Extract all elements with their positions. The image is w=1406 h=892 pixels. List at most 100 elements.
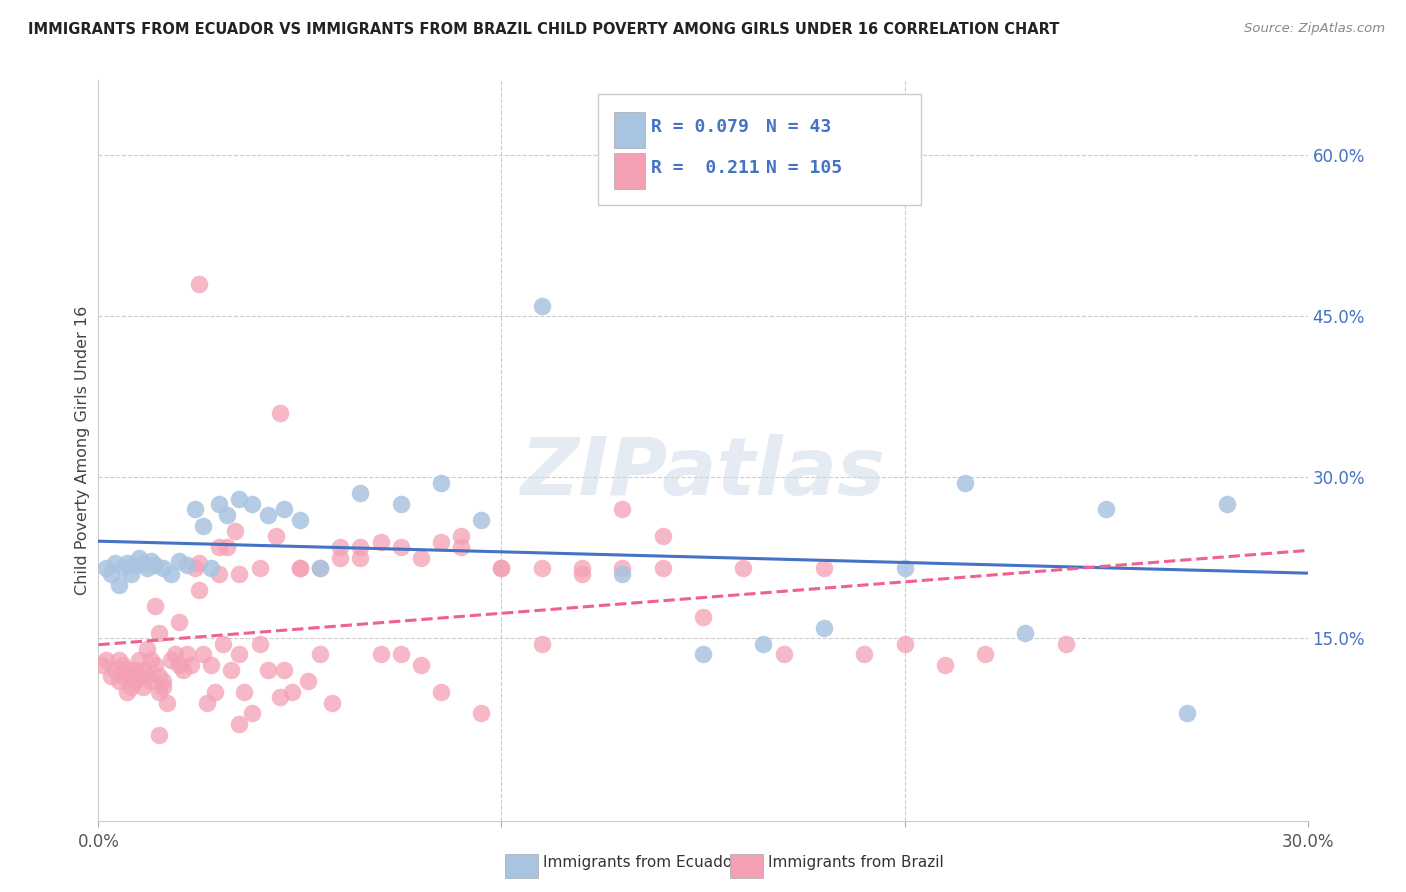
Point — [139, 554, 162, 568]
Point — [143, 599, 166, 613]
Point — [228, 648, 250, 662]
Point — [269, 406, 291, 420]
Point — [132, 664, 155, 678]
Point — [148, 625, 170, 640]
Point — [135, 669, 157, 683]
Point — [491, 561, 513, 575]
Point — [221, 664, 243, 678]
Point — [692, 609, 714, 624]
Text: IMMIGRANTS FROM ECUADOR VS IMMIGRANTS FROM BRAZIL CHILD POVERTY AMONG GIRLS UNDE: IMMIGRANTS FROM ECUADOR VS IMMIGRANTS FR… — [28, 22, 1060, 37]
Point — [288, 561, 311, 575]
Point — [124, 664, 146, 678]
Point — [91, 658, 114, 673]
Point — [389, 540, 412, 554]
Point — [264, 529, 287, 543]
Point — [156, 696, 179, 710]
Point — [217, 540, 239, 554]
Point — [256, 508, 278, 522]
Point — [135, 642, 157, 657]
Point — [228, 491, 250, 506]
Point — [111, 561, 134, 575]
Point — [288, 561, 311, 575]
Point — [349, 486, 371, 500]
Text: N = 43: N = 43 — [766, 118, 831, 136]
Text: Source: ZipAtlas.com: Source: ZipAtlas.com — [1244, 22, 1385, 36]
Point — [491, 561, 513, 575]
Point — [96, 653, 118, 667]
Text: N = 105: N = 105 — [766, 159, 842, 177]
Point — [115, 664, 138, 678]
Point — [143, 658, 166, 673]
Text: Immigrants from Brazil: Immigrants from Brazil — [768, 855, 943, 870]
Point — [152, 680, 174, 694]
Point — [167, 615, 190, 629]
Text: ZIPatlas: ZIPatlas — [520, 434, 886, 512]
Point — [893, 637, 915, 651]
Point — [96, 561, 118, 575]
Point — [200, 658, 222, 673]
Point — [160, 653, 183, 667]
Point — [370, 648, 392, 662]
Point — [752, 637, 775, 651]
Point — [184, 561, 207, 575]
Point — [430, 685, 453, 699]
Point — [273, 502, 295, 516]
Point — [273, 664, 295, 678]
Point — [111, 658, 134, 673]
Point — [612, 561, 634, 575]
Point — [571, 566, 593, 581]
Point — [409, 658, 432, 673]
Point — [184, 502, 207, 516]
Point — [167, 554, 190, 568]
Point — [111, 669, 134, 683]
Point — [240, 497, 263, 511]
Point — [269, 690, 291, 705]
Point — [143, 558, 166, 573]
Point — [329, 540, 352, 554]
Point — [692, 648, 714, 662]
Point — [853, 648, 876, 662]
Point — [733, 561, 755, 575]
Point — [107, 577, 129, 591]
Point — [530, 299, 553, 313]
Text: Immigrants from Ecuador: Immigrants from Ecuador — [543, 855, 738, 870]
Point — [107, 653, 129, 667]
Point — [893, 561, 915, 575]
Point — [450, 540, 472, 554]
Point — [349, 540, 371, 554]
Point — [1095, 502, 1118, 516]
Point — [430, 475, 453, 490]
Point — [288, 513, 311, 527]
Point — [152, 561, 174, 575]
Point — [107, 674, 129, 689]
Point — [1054, 637, 1077, 651]
Point — [321, 696, 343, 710]
Point — [152, 674, 174, 689]
Point — [100, 669, 122, 683]
Point — [571, 561, 593, 575]
Point — [160, 566, 183, 581]
Point — [128, 669, 150, 683]
Point — [1014, 625, 1036, 640]
Point — [208, 540, 231, 554]
Point — [256, 664, 278, 678]
Point — [208, 497, 231, 511]
Point — [934, 658, 956, 673]
Point — [124, 674, 146, 689]
Point — [120, 680, 142, 694]
Point — [128, 653, 150, 667]
Point — [228, 717, 250, 731]
Point — [132, 680, 155, 694]
Text: R =  0.211: R = 0.211 — [651, 159, 759, 177]
Point — [200, 561, 222, 575]
Point — [240, 706, 263, 721]
Point — [135, 561, 157, 575]
Point — [212, 637, 235, 651]
Point — [389, 648, 412, 662]
Y-axis label: Child Poverty Among Girls Under 16: Child Poverty Among Girls Under 16 — [75, 306, 90, 595]
Point — [309, 561, 332, 575]
Point — [309, 648, 332, 662]
Point — [813, 561, 835, 575]
Point — [430, 534, 453, 549]
Point — [389, 497, 412, 511]
